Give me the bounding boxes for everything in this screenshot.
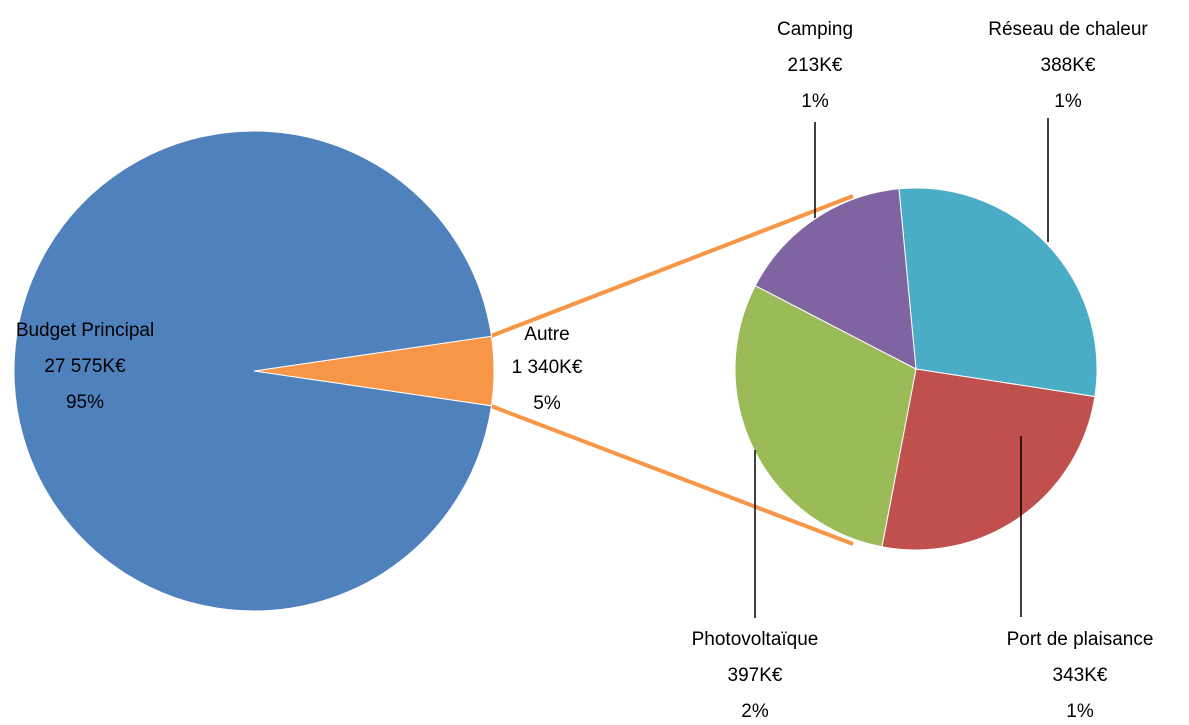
slice-label-name: Autre bbox=[524, 324, 569, 345]
slice-label-value: 343K€ bbox=[1053, 665, 1108, 686]
slice-label-percent: 5% bbox=[533, 393, 561, 414]
slice-label-name: Camping bbox=[777, 19, 853, 40]
slice-label-name: Port de plaisance bbox=[1007, 629, 1154, 650]
slice-label-value: 213K€ bbox=[788, 55, 843, 76]
pie-slice bbox=[898, 187, 1098, 398]
slice-label-percent: 2% bbox=[741, 701, 769, 722]
slice-label-name: Photovoltaïque bbox=[692, 629, 819, 650]
slice-label-percent: 1% bbox=[1054, 91, 1082, 112]
slice-label-value: 27 575K€ bbox=[44, 356, 126, 377]
slice-label-percent: 1% bbox=[801, 91, 829, 112]
slice-label-percent: 1% bbox=[1066, 701, 1094, 722]
pie-slice bbox=[734, 284, 917, 548]
connector-line bbox=[490, 194, 854, 338]
slice-label-value: 1 340K€ bbox=[512, 357, 583, 378]
connector-line bbox=[490, 404, 854, 546]
slice-label-percent: 95% bbox=[66, 392, 104, 413]
pie-slice bbox=[881, 368, 1096, 551]
slice-label-name: Budget Principal bbox=[16, 320, 154, 341]
pie-slice bbox=[754, 188, 917, 370]
slice-label-value: 397K€ bbox=[728, 665, 783, 686]
slice-label-value: 388K€ bbox=[1041, 55, 1096, 76]
slice-label-name: Réseau de chaleur bbox=[988, 19, 1148, 40]
pie-slice bbox=[13, 130, 493, 612]
